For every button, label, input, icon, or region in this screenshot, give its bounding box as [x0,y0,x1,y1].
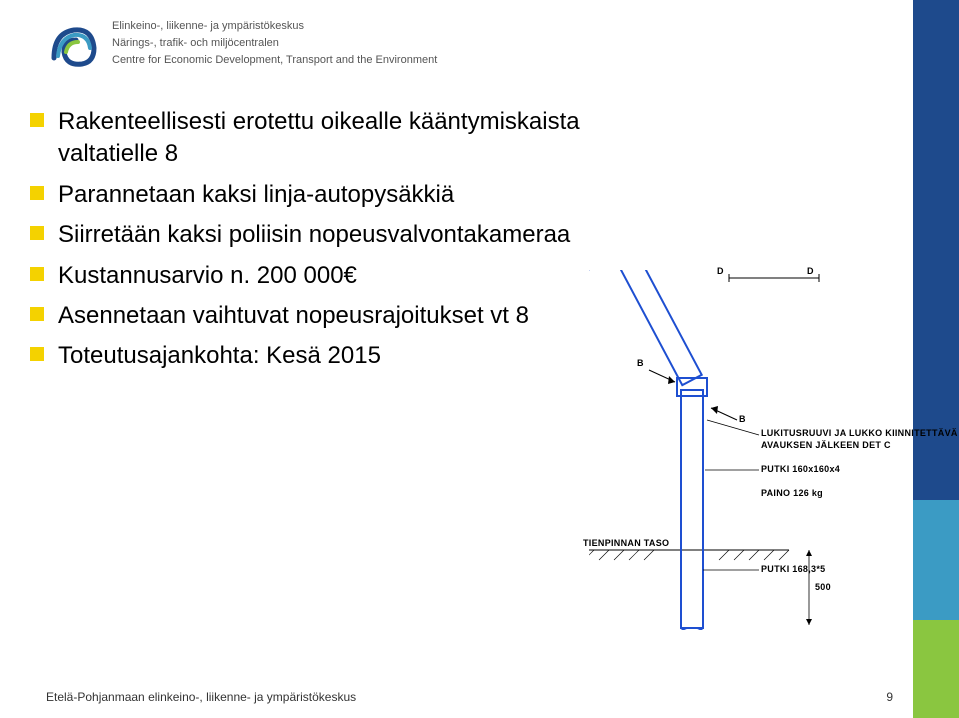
diagram-label-d: D [717,266,724,276]
diagram-label-putki2: PUTKI 168,3*5 [761,564,825,574]
footer-text: Etelä-Pohjanmaan elinkeino-, liikenne- j… [46,690,356,704]
diagram-note-lock: LUKITUSRUUVI JA LUKKO KIINNITETTÄVÄ [761,428,958,438]
page-number: 9 [886,690,893,704]
diagram-label-dim500: 500 [815,582,831,592]
bullet-text: Rakenteellisesti erotettu oikealle käänt… [58,106,670,171]
bullet-square-icon [30,113,44,127]
bullet-square-icon [30,186,44,200]
diagram-label-b: B [739,414,746,424]
bullet-list: Rakenteellisesti erotettu oikealle käänt… [30,106,670,381]
stripe-segment-teal [913,500,959,620]
header: Elinkeino-, liikenne- ja ympäristökeskus… [44,18,437,72]
agency-name-block: Elinkeino-, liikenne- ja ympäristökeskus… [112,18,437,69]
bullet-square-icon [30,307,44,321]
bullet-text: Parannetaan kaksi linja-autopysäkkiä [58,179,454,211]
bullet-text: Toteutusajankohta: Kesä 2015 [58,340,381,372]
bullet-text: Asennetaan vaihtuvat nopeusrajoitukset v… [58,300,529,332]
bullet-square-icon [30,226,44,240]
list-item: Rakenteellisesti erotettu oikealle käänt… [30,106,670,171]
bullet-text: Kustannusarvio n. 200 000€ [58,260,357,292]
stripe-segment-blue [913,0,959,500]
bullet-square-icon [30,267,44,281]
agency-logo-icon [44,18,98,72]
agency-name-sv: Närings-, trafik- och miljöcentralen [112,35,437,52]
list-item: Kustannusarvio n. 200 000€ [30,260,670,292]
pole-diagram-svg [589,270,889,630]
diagram-label-ground: TIENPINNAN TASO [583,538,669,548]
bullet-text: Siirretään kaksi poliisin nopeusvalvonta… [58,219,570,251]
brand-stripe [913,0,959,718]
pole-diagram: D D B B LUKITUSRUUVI JA LUKKO KIINNITETT… [589,270,889,630]
diagram-label-paino: PAINO 126 kg [761,488,823,498]
list-item: Asennetaan vaihtuvat nopeusrajoitukset v… [30,300,670,332]
bullet-square-icon [30,347,44,361]
diagram-note-lock2: AVAUKSEN JÄLKEEN DET C [761,440,891,450]
list-item: Toteutusajankohta: Kesä 2015 [30,340,670,372]
list-item: Parannetaan kaksi linja-autopysäkkiä [30,179,670,211]
diagram-label-d: D [807,266,814,276]
diagram-label-b: B [637,358,644,368]
agency-name-fi: Elinkeino-, liikenne- ja ympäristökeskus [112,18,437,35]
agency-name-en: Centre for Economic Development, Transpo… [112,52,437,69]
stripe-segment-green [913,620,959,718]
list-item: Siirretään kaksi poliisin nopeusvalvonta… [30,219,670,251]
diagram-label-putki1: PUTKI 160x160x4 [761,464,840,474]
